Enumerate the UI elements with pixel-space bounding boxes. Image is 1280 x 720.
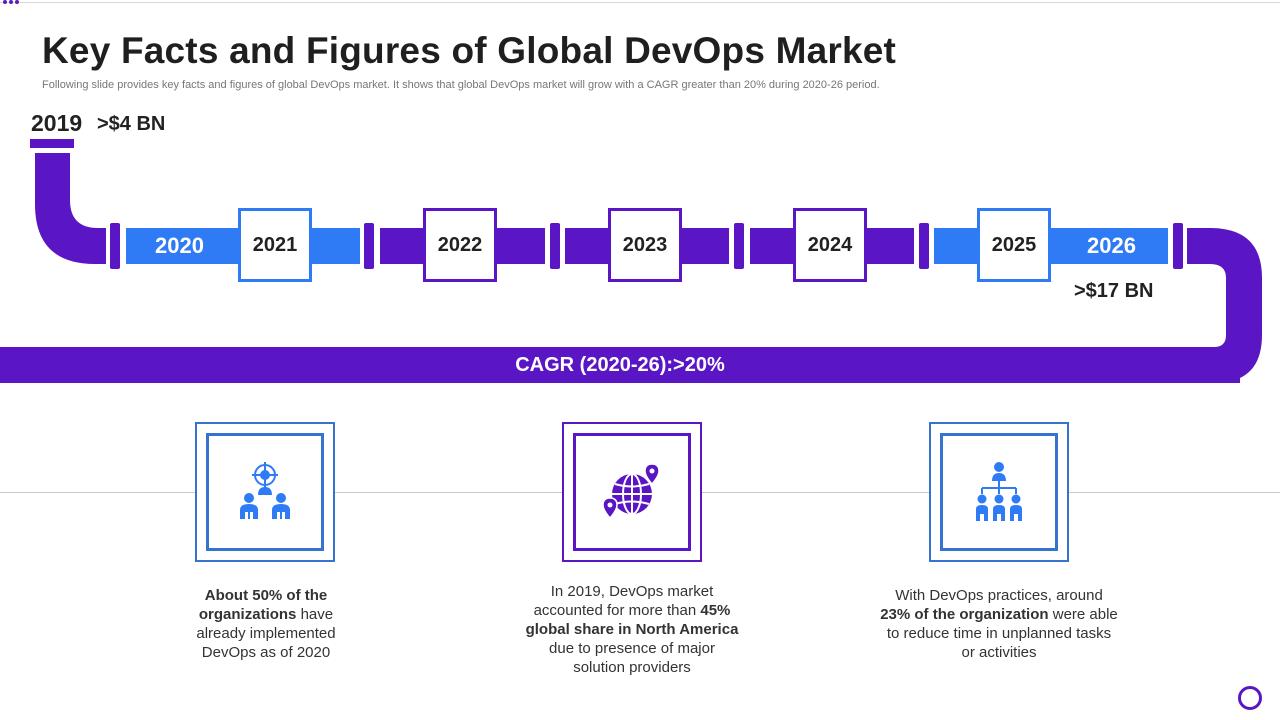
fact-text-unplanned-tasks: With DevOps practices, around 23% of the… [879, 586, 1119, 662]
pipe-year-2026: 2026 [1087, 233, 1136, 258]
year-box-2023: 2023 [608, 208, 682, 282]
pipe-elbow-right [1187, 228, 1262, 383]
org-hierarchy-icon [976, 462, 1022, 521]
pipeline-graphic [30, 139, 1262, 383]
fact-card-global-share [562, 422, 702, 562]
fact-text: With DevOps practices, around [895, 587, 1103, 604]
fact-text-organizations: About 50% of the organizations have alre… [176, 586, 356, 662]
pipe-coupler [1173, 223, 1183, 269]
pipe-coupler [550, 223, 560, 269]
fact-card-inner [940, 433, 1058, 551]
cagr-label: CAGR (2020-26):>20% [515, 353, 725, 376]
target-team-icon [240, 462, 290, 519]
pipe-cap [30, 139, 74, 148]
pipe-segment-blue [934, 228, 1168, 264]
fact-card-inner [206, 433, 324, 551]
year-box-2025: 2025 [977, 208, 1051, 282]
fact-highlight: 23% of the organization [880, 606, 1049, 623]
pipe-coupler [110, 223, 120, 269]
page-title: Key Facts and Figures of Global DevOps M… [42, 30, 897, 71]
pipe-coupler [734, 223, 744, 269]
pipe-year-2020: 2020 [155, 233, 204, 258]
top-divider [0, 2, 1280, 3]
fact-text-global-share: In 2019, DevOps market accounted for mor… [522, 582, 742, 677]
pipe-coupler [919, 223, 929, 269]
year-box-2022: 2022 [423, 208, 497, 282]
fact-card-organizations [195, 422, 335, 562]
year-box-2024: 2024 [793, 208, 867, 282]
globe-location-icon [602, 463, 660, 520]
pipe-elbow-left [35, 153, 106, 264]
fact-text: were able to reduce time in unplanned ta… [886, 606, 1118, 661]
fact-card-unplanned-tasks [929, 422, 1069, 562]
slide-dots-icon [3, 0, 19, 4]
start-value-label: >$4 BN [97, 113, 166, 135]
start-year-label: 2019 [31, 110, 83, 136]
end-value-label: >$17 BN [1074, 280, 1154, 302]
fact-text: due to presence of major solution provid… [549, 640, 715, 676]
page-subtitle: Following slide provides key facts and f… [42, 79, 880, 91]
slide-badge-icon [1238, 686, 1262, 710]
fact-highlight: About 50% of the organizations [198, 587, 328, 623]
year-box-2021: 2021 [238, 208, 312, 282]
cagr-bar: CAGR (2020-26):>20% [0, 347, 1240, 383]
fact-text: have already implemented DevOps as of 20… [196, 606, 336, 661]
fact-text: In 2019, DevOps market accounted for mor… [533, 583, 714, 619]
fact-highlight: 45% global share in North America [525, 602, 739, 638]
pipe-coupler [364, 223, 374, 269]
fact-card-inner [573, 433, 691, 551]
